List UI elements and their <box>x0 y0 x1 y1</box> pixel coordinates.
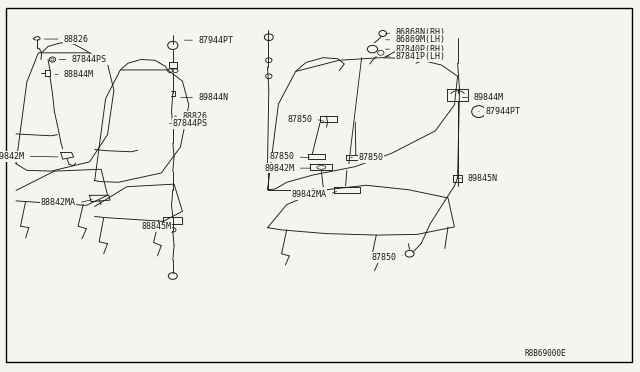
Text: 88845M: 88845M <box>141 222 172 231</box>
Text: 89842MA: 89842MA <box>291 190 326 199</box>
Text: 89842M: 89842M <box>0 152 24 161</box>
Text: 87844PS: 87844PS <box>173 119 208 128</box>
Text: 87944PT: 87944PT <box>485 107 520 116</box>
Text: 87841P(LH): 87841P(LH) <box>396 52 445 61</box>
Text: 87844PS: 87844PS <box>72 55 107 64</box>
Text: 88842MA: 88842MA <box>40 198 76 207</box>
Text: 87850: 87850 <box>372 253 397 262</box>
Text: 87840P(RH): 87840P(RH) <box>396 45 445 54</box>
Text: 88826: 88826 <box>64 35 89 44</box>
Text: 87944PT: 87944PT <box>198 36 234 45</box>
Text: 87841P(LH): 87841P(LH) <box>396 52 445 61</box>
Text: 87850: 87850 <box>269 153 294 161</box>
Text: 89844M: 89844M <box>474 93 504 102</box>
Text: 87850: 87850 <box>287 115 312 124</box>
Text: 88826: 88826 <box>182 112 207 121</box>
Text: 89844N: 89844N <box>198 93 228 102</box>
Text: 87840P(RH): 87840P(RH) <box>396 45 445 54</box>
Text: 86868N(RH): 86868N(RH) <box>396 28 445 37</box>
Text: R8B69000E: R8B69000E <box>525 349 566 358</box>
Text: 86869M(LH): 86869M(LH) <box>396 35 445 44</box>
Text: 86869M(LH): 86869M(LH) <box>396 35 445 44</box>
Text: 86868N(RH): 86868N(RH) <box>396 28 445 37</box>
Text: 89845N: 89845N <box>467 174 497 183</box>
Text: 89842M: 89842M <box>264 164 294 173</box>
Text: 88844M: 88844M <box>64 70 94 79</box>
Text: 87850: 87850 <box>358 153 383 162</box>
